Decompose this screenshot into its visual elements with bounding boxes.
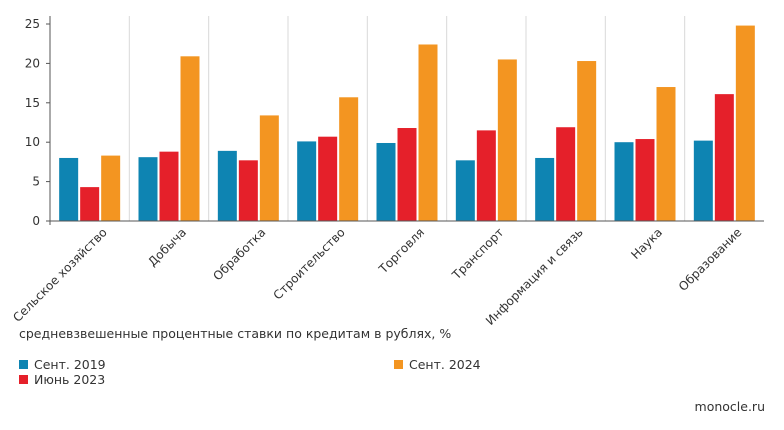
bar [339,97,359,221]
bar [714,94,734,221]
bar [693,140,713,221]
legend-label-jun-2023: Июнь 2023 [34,372,106,387]
y-tick-label: 25 [25,17,40,31]
bar [735,25,755,221]
category-separators [128,16,686,221]
bar [556,127,576,221]
bar [180,56,200,221]
bar [238,160,258,221]
legend-item-sep-2019: Сент. 2019 [19,357,106,372]
legend-item-jun-2023: Июнь 2023 [19,372,105,387]
bar [455,160,475,221]
x-tick-label: Строительство [271,225,348,302]
legend-swatch-jun-2023 [19,375,28,384]
legend-swatch-sep-2024 [394,360,403,369]
bar [59,157,79,221]
bar [159,151,179,221]
legend-label-sep-2024: Сент. 2024 [409,357,481,372]
bar [635,139,655,221]
y-tick-label: 15 [25,96,40,110]
bar [656,87,676,221]
bar [138,157,158,221]
bar [476,130,496,221]
chart-subtitle: средневзвешенные процентные ставки по кр… [19,326,452,341]
bar [397,128,417,221]
x-tick-label: Транспорт [449,225,507,283]
bar [577,61,597,222]
y-tick-label: 0 [32,214,40,228]
x-tick-label: Образование [676,225,745,294]
bar-chart: 0 5 10 15 20 25 Сельское хозяйство Добыча Обраб… [10,16,764,328]
y-tick-label: 5 [32,175,40,189]
bar [217,150,237,221]
y-tick-label: 10 [25,135,40,149]
bar [80,187,100,221]
legend-label-sep-2019: Сент. 2019 [34,357,106,372]
bar [376,142,396,221]
bar [418,44,438,221]
x-tick-label: Наука [628,225,665,262]
x-tick-label: Добыча [145,225,189,269]
x-tick-label: Сельское хозяйство [10,225,110,325]
bar [535,157,555,221]
bar [497,59,517,222]
x-tick-label: Обработка [210,225,268,283]
y-axis: 0 5 10 15 20 25 [25,16,764,228]
bar [101,155,121,221]
bar [259,115,279,221]
bars [59,25,755,222]
bar [297,141,317,221]
x-axis-labels: Сельское хозяйство Добыча Обработка Строите… [10,225,744,328]
bar [614,142,634,221]
legend-swatch-sep-2019 [19,360,28,369]
bar [318,136,338,221]
y-tick-label: 20 [25,56,40,70]
legend-item-sep-2024: Сент. 2024 [394,357,481,372]
x-tick-label: Торговля [376,225,428,277]
source-label: monocle.ru [694,399,765,414]
